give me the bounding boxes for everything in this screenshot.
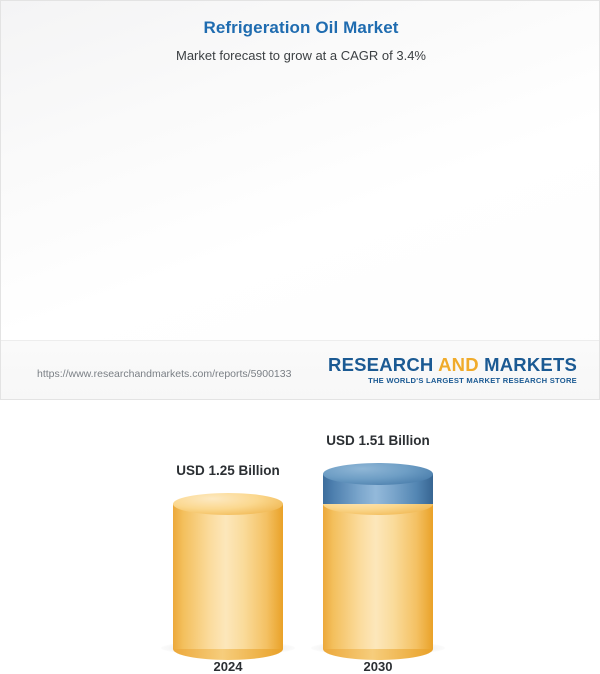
axis-label-2030: 2030: [363, 659, 393, 674]
bar-value-label-2024: USD 1.25 Billion: [176, 463, 280, 478]
brand-tagline: THE WORLD'S LARGEST MARKET RESEARCH STOR…: [368, 376, 577, 385]
brand-wordmark: RESEARCH AND MARKETS: [328, 354, 577, 375]
brand-logo[interactable]: RESEARCH AND MARKETS THE WORLD'S LARGEST…: [328, 354, 577, 385]
cylinder-top-cap-2030: [323, 463, 433, 485]
cylinder-top-cap-2024: [173, 493, 283, 515]
chart-subtitle: Market forecast to grow at a CAGR of 3.4…: [176, 48, 426, 63]
bar-value-label-2030: USD 1.51 Billion: [326, 433, 430, 448]
axis-label-2024: 2024: [213, 659, 243, 674]
brand-word-research: RESEARCH: [328, 354, 439, 375]
chart-header: Refrigeration Oil Market Market forecast…: [1, 17, 600, 64]
brand-word-and: AND: [438, 354, 479, 375]
cylinder-body-yellow-2030: [323, 504, 433, 649]
page-title: Refrigeration Oil Market: [203, 18, 399, 37]
footer-bar: https://www.researchandmarkets.com/repor…: [1, 340, 599, 399]
report-url[interactable]: https://www.researchandmarkets.com/repor…: [37, 368, 292, 380]
cylinder-body-2024: [173, 504, 283, 649]
brand-word-markets: MARKETS: [478, 354, 577, 375]
